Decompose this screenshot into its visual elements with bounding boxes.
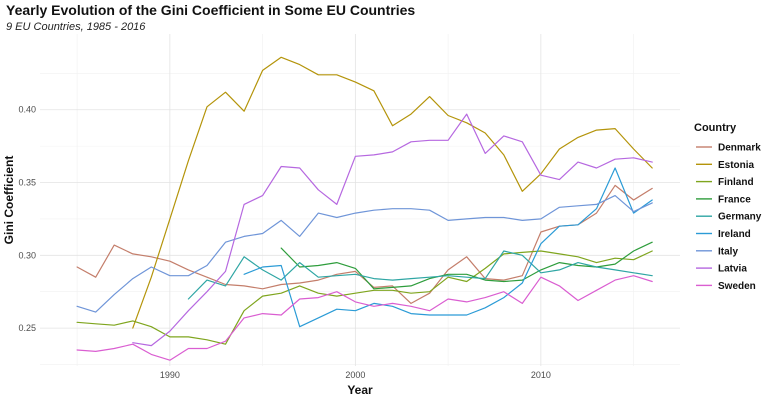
legend-title: Country xyxy=(694,122,737,134)
chart-title: Yearly Evolution of the Gini Coefficient… xyxy=(6,2,416,18)
legend-label-denmark: Denmark xyxy=(718,143,761,154)
legend-label-france: France xyxy=(718,194,751,205)
axis-ticks: 1990 2000 2010 0.25 0.30 0.35 0.40 xyxy=(18,105,550,380)
series-line-sweden xyxy=(76,275,653,361)
x-tick-label: 2010 xyxy=(531,370,551,380)
legend-label-estonia: Estonia xyxy=(718,160,755,171)
series-line-latvia xyxy=(132,113,653,347)
series-line-germany xyxy=(187,250,653,300)
y-tick-label: 0.40 xyxy=(18,105,36,115)
legend-label-italy: Italy xyxy=(718,246,738,257)
y-tick-label: 0.25 xyxy=(18,323,36,333)
series-lines xyxy=(76,56,653,361)
legend: Country Denmark Estonia Finland France Germa… xyxy=(694,122,762,292)
legend-label-finland: Finland xyxy=(718,177,754,188)
series-line-ireland xyxy=(243,167,653,328)
major-gridlines xyxy=(40,34,680,366)
legend-label-latvia: Latvia xyxy=(718,264,747,275)
y-axis-title: Gini Coefficient xyxy=(2,156,16,245)
x-tick-label: 1990 xyxy=(160,370,180,380)
series-line-france xyxy=(280,241,653,290)
plot-panel xyxy=(40,34,680,366)
series-line-italy xyxy=(76,195,653,313)
y-tick-label: 0.30 xyxy=(18,250,36,260)
chart-subtitle: 9 EU Countries, 1985 - 2016 xyxy=(6,21,146,33)
y-tick-label: 0.35 xyxy=(18,178,36,188)
series-line-finland xyxy=(76,250,653,345)
x-axis-title: Year xyxy=(347,383,373,397)
x-tick-label: 2000 xyxy=(345,370,365,380)
legend-label-sweden: Sweden xyxy=(718,281,756,292)
series-line-estonia xyxy=(132,56,653,329)
legend-label-germany: Germany xyxy=(718,212,762,223)
legend-label-ireland: Ireland xyxy=(718,229,751,240)
